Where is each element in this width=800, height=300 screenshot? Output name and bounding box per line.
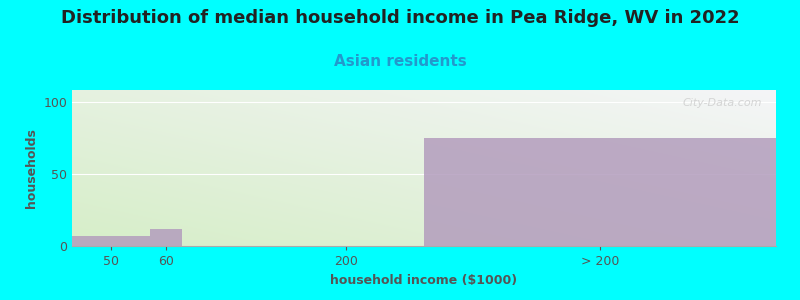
Y-axis label: households: households: [25, 128, 38, 208]
Text: City-Data.com: City-Data.com: [682, 98, 762, 108]
Bar: [424, 138, 776, 246]
X-axis label: household income ($1000): household income ($1000): [330, 274, 518, 286]
Bar: [72, 236, 150, 246]
Text: Asian residents: Asian residents: [334, 54, 466, 69]
Bar: [150, 229, 182, 246]
Text: Distribution of median household income in Pea Ridge, WV in 2022: Distribution of median household income …: [61, 9, 739, 27]
